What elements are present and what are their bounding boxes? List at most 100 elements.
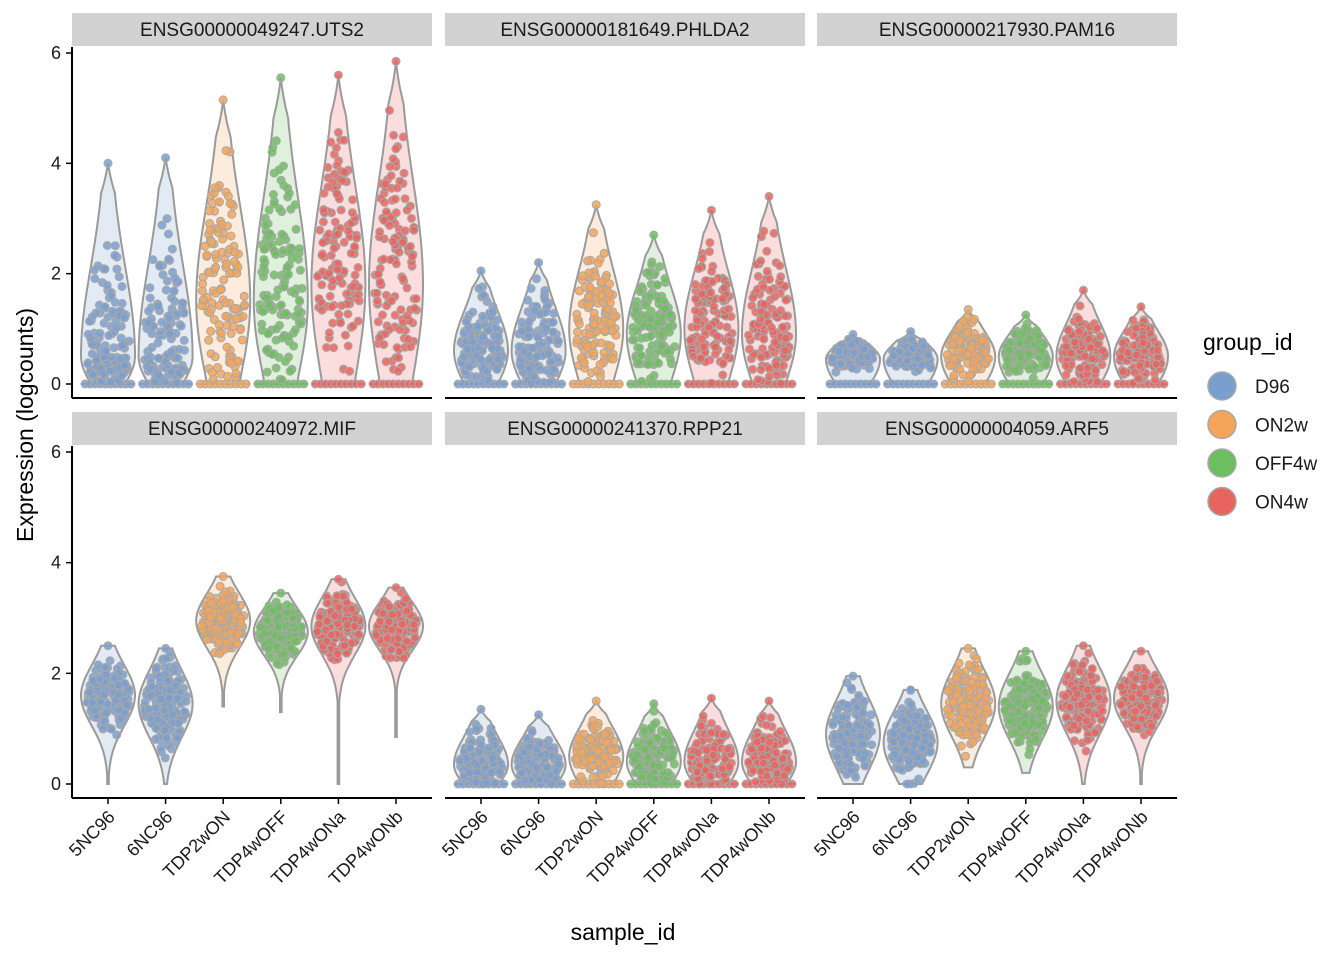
data-point — [465, 743, 475, 753]
data-point — [596, 338, 606, 348]
data-point — [336, 205, 346, 215]
data-point — [693, 748, 703, 758]
data-point — [262, 367, 272, 377]
data-point — [402, 205, 412, 215]
max-point — [764, 191, 774, 201]
data-point — [890, 749, 900, 759]
data-point — [753, 375, 763, 385]
data-point — [705, 247, 714, 257]
data-point — [391, 208, 401, 218]
data-point — [756, 256, 766, 266]
data-point — [597, 778, 606, 788]
data-point — [945, 361, 955, 371]
data-point — [153, 353, 163, 363]
data-point — [409, 225, 419, 235]
data-point — [925, 747, 935, 757]
data-point — [704, 323, 714, 332]
data-point — [279, 649, 289, 659]
data-point — [225, 269, 235, 278]
data-point — [339, 641, 349, 651]
data-point — [297, 283, 307, 293]
data-point — [126, 379, 136, 389]
data-point — [395, 325, 405, 335]
data-point — [1036, 347, 1046, 357]
data-point — [162, 733, 172, 743]
data-point — [832, 752, 842, 762]
data-point — [1133, 374, 1143, 383]
data-point — [347, 208, 357, 218]
data-point — [852, 703, 862, 713]
facet-title: ENSG00000004059.ARF5 — [885, 419, 1109, 440]
data-point — [393, 633, 403, 643]
data-point — [241, 379, 251, 389]
data-point — [89, 265, 99, 275]
data-point — [239, 291, 249, 301]
data-point — [198, 279, 208, 289]
data-point — [392, 343, 402, 353]
points-TDP4wOFF — [253, 73, 309, 389]
data-point — [776, 272, 786, 282]
data-point — [83, 329, 93, 339]
data-point — [770, 760, 780, 770]
data-point — [112, 264, 122, 274]
data-point — [269, 270, 279, 280]
data-point — [865, 720, 875, 730]
data-point — [337, 176, 347, 186]
data-point — [403, 334, 413, 344]
data-point — [780, 736, 790, 746]
data-point — [255, 622, 265, 632]
data-point — [759, 758, 768, 768]
data-point — [902, 779, 912, 789]
data-point — [492, 315, 502, 325]
data-point — [1123, 327, 1132, 337]
data-point — [646, 314, 656, 324]
data-point — [488, 307, 498, 317]
data-point — [181, 696, 191, 706]
data-point — [179, 707, 189, 717]
data-point — [532, 744, 542, 754]
data-point — [107, 352, 117, 362]
data-point — [317, 250, 327, 260]
data-point — [897, 704, 907, 714]
data-point — [672, 379, 682, 389]
data-point — [387, 296, 397, 306]
data-point — [614, 379, 624, 389]
data-point — [597, 277, 607, 287]
data-point — [606, 745, 616, 755]
data-point — [399, 653, 409, 663]
data-point — [99, 318, 109, 328]
max-point — [276, 73, 286, 83]
data-point — [775, 727, 785, 736]
data-point — [263, 616, 273, 626]
data-point — [748, 293, 758, 303]
data-point — [328, 318, 338, 328]
data-point — [339, 167, 349, 177]
data-point — [471, 777, 481, 787]
data-point — [285, 366, 295, 376]
data-point — [115, 354, 125, 364]
data-point — [160, 662, 170, 672]
data-point — [334, 602, 343, 612]
data-point — [147, 329, 157, 339]
data-point — [776, 306, 786, 316]
max-point — [534, 710, 544, 720]
data-point — [144, 704, 154, 714]
data-point — [694, 264, 704, 274]
data-point — [608, 326, 617, 336]
data-point — [631, 305, 641, 315]
data-point — [323, 598, 332, 608]
data-point — [588, 772, 598, 782]
facet-strip — [72, 13, 432, 46]
data-point — [414, 379, 424, 389]
data-point — [493, 331, 503, 341]
data-point — [839, 738, 849, 747]
data-point — [537, 338, 547, 348]
data-point — [718, 729, 728, 739]
data-point — [381, 207, 391, 217]
data-point — [221, 146, 231, 156]
max-point — [333, 70, 343, 80]
points-5NC96 — [828, 671, 877, 782]
data-point — [698, 711, 708, 721]
data-point — [155, 261, 165, 271]
data-point — [375, 227, 385, 237]
